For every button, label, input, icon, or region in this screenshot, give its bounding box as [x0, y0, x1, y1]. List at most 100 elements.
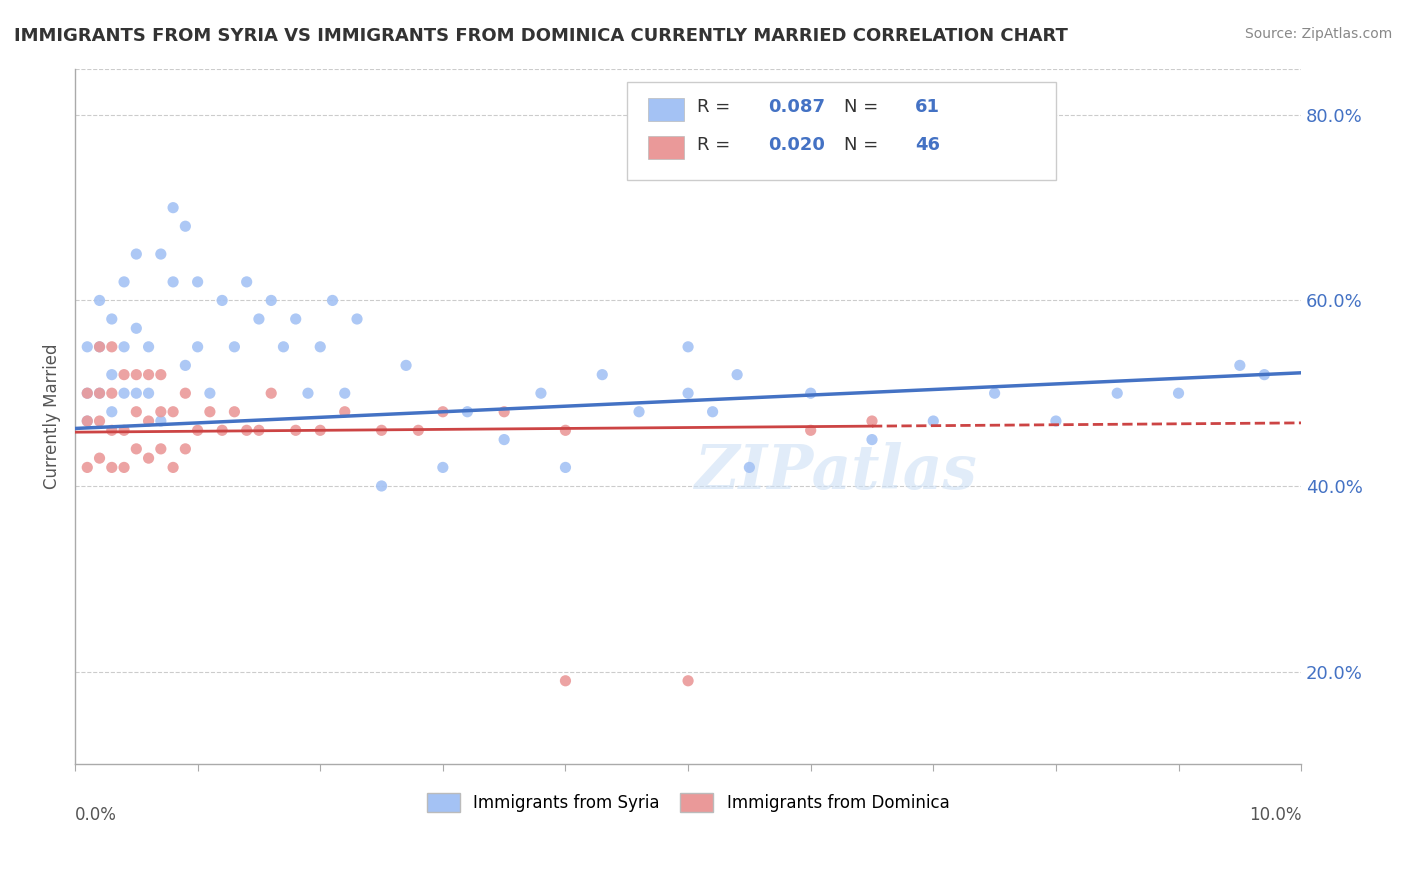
Text: Source: ZipAtlas.com: Source: ZipAtlas.com	[1244, 27, 1392, 41]
Point	[76, 386, 98, 401]
Text: 0.020: 0.020	[768, 136, 825, 154]
Text: N =: N =	[844, 136, 884, 154]
Point	[138, 368, 160, 382]
Point	[725, 368, 748, 382]
Text: IMMIGRANTS FROM SYRIA VS IMMIGRANTS FROM DOMINICA CURRENTLY MARRIED CORRELATION : IMMIGRANTS FROM SYRIA VS IMMIGRANTS FROM…	[14, 27, 1069, 45]
Point	[76, 414, 98, 428]
Point	[89, 340, 111, 354]
Text: 46: 46	[915, 136, 941, 154]
Text: N =: N =	[844, 98, 884, 116]
Point	[149, 414, 172, 428]
Point	[922, 414, 945, 428]
FancyBboxPatch shape	[648, 136, 685, 159]
Point	[395, 359, 418, 373]
Point	[76, 414, 98, 428]
Point	[432, 460, 454, 475]
Point	[187, 340, 209, 354]
Point	[211, 293, 233, 308]
Point	[676, 386, 699, 401]
Point	[112, 340, 135, 354]
FancyBboxPatch shape	[648, 98, 685, 120]
Point	[591, 368, 613, 382]
Text: ZIPatlas: ZIPatlas	[693, 442, 977, 502]
Point	[89, 386, 111, 401]
Point	[125, 247, 148, 261]
Text: 61: 61	[915, 98, 941, 116]
Point	[676, 673, 699, 688]
Point	[101, 340, 124, 354]
Point	[554, 673, 576, 688]
Point	[198, 386, 221, 401]
Text: 0.0%: 0.0%	[75, 806, 117, 824]
Point	[101, 312, 124, 326]
Point	[260, 386, 283, 401]
Point	[138, 340, 160, 354]
Point	[101, 368, 124, 382]
Point	[112, 275, 135, 289]
Point	[162, 201, 184, 215]
Point	[702, 405, 724, 419]
Point	[125, 405, 148, 419]
Point	[162, 275, 184, 289]
Point	[162, 405, 184, 419]
Point	[89, 293, 111, 308]
Point	[125, 368, 148, 382]
Point	[247, 312, 270, 326]
FancyBboxPatch shape	[627, 82, 1056, 180]
Point	[260, 293, 283, 308]
Point	[112, 368, 135, 382]
Point	[101, 423, 124, 437]
Point	[370, 479, 392, 493]
Point	[138, 414, 160, 428]
Legend: Immigrants from Syria, Immigrants from Dominica: Immigrants from Syria, Immigrants from D…	[420, 786, 956, 819]
Point	[89, 340, 111, 354]
Point	[346, 312, 368, 326]
Point	[149, 368, 172, 382]
Point	[101, 460, 124, 475]
Point	[235, 423, 257, 437]
Point	[1253, 368, 1275, 382]
Point	[89, 451, 111, 466]
Point	[321, 293, 343, 308]
Point	[297, 386, 319, 401]
Y-axis label: Currently Married: Currently Married	[44, 343, 60, 489]
Text: R =: R =	[696, 136, 735, 154]
Point	[138, 386, 160, 401]
Point	[1107, 386, 1129, 401]
Point	[224, 405, 246, 419]
Point	[333, 405, 356, 419]
Point	[284, 312, 307, 326]
Point	[408, 423, 430, 437]
Point	[224, 340, 246, 354]
Point	[149, 405, 172, 419]
Point	[125, 386, 148, 401]
Point	[247, 423, 270, 437]
Point	[174, 219, 197, 234]
Point	[456, 405, 478, 419]
Point	[101, 405, 124, 419]
Point	[284, 423, 307, 437]
Point	[198, 405, 221, 419]
Point	[628, 405, 651, 419]
Point	[76, 386, 98, 401]
Point	[983, 386, 1005, 401]
Point	[187, 275, 209, 289]
Point	[174, 442, 197, 456]
Point	[738, 460, 761, 475]
Point	[554, 423, 576, 437]
Point	[76, 460, 98, 475]
Point	[174, 359, 197, 373]
Point	[494, 405, 516, 419]
Point	[554, 460, 576, 475]
Point	[370, 423, 392, 437]
Point	[125, 442, 148, 456]
Point	[530, 386, 553, 401]
Point	[273, 340, 295, 354]
Point	[494, 433, 516, 447]
Point	[860, 414, 883, 428]
Point	[211, 423, 233, 437]
Point	[76, 340, 98, 354]
Point	[1229, 359, 1251, 373]
Point	[333, 386, 356, 401]
Point	[138, 451, 160, 466]
